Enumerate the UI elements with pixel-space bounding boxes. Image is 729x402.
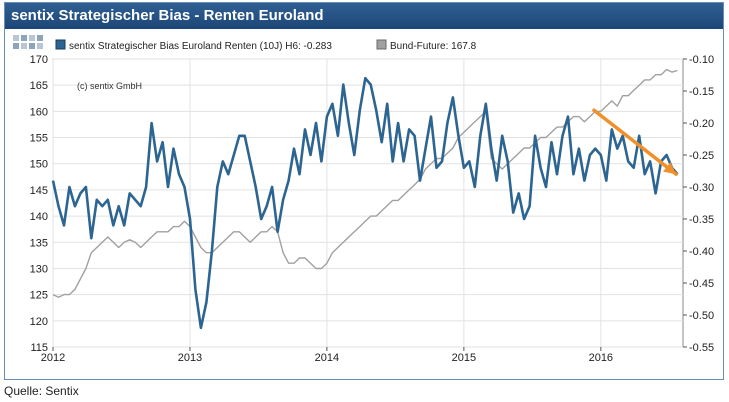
chart-frame: sentix Strategischer Bias - Renten Eurol… [4,2,724,380]
y-left-tick-label: 170 [30,54,48,66]
y-right-tick-label: -0.25 [689,150,714,162]
y-left-tick-label: 130 [30,263,48,275]
y-right-tick-label: -0.45 [689,278,714,290]
legend-label-bund: Bund-Future: 167.8 [390,41,477,52]
x-tick-label: 2014 [315,352,339,364]
sentix-logo [13,35,43,49]
x-tick-label: 2015 [452,352,476,364]
legend: sentix Strategischer Bias Euroland Rente… [55,39,477,52]
legend-label-bias: sentix Strategischer Bias Euroland Rente… [69,41,332,52]
copyright-note: (c) sentix GmbH [77,81,142,91]
y-right-tick-label: -0.30 [689,182,714,194]
chart-svg: sentix Strategischer Bias Euroland Rente… [13,35,714,364]
y-left-tick-label: 155 [30,133,48,145]
y-left-tick-label: 125 [30,290,48,302]
y-right-tick-label: -0.55 [689,342,714,354]
series-line-bias [51,76,679,330]
series-line-bund [52,68,678,298]
x-tick-label: 2013 [178,352,202,364]
y-left-tick-label: 150 [30,159,48,171]
y-right-tick-label: -0.50 [689,310,714,322]
y-right-tick-label: -0.10 [689,54,714,66]
plot-background [52,58,684,348]
x-tick-label: 2012 [41,352,65,364]
y-left-tick-label: 120 [30,316,48,328]
y-left-tick-label: 135 [30,237,48,249]
y-left-tick-label: 140 [30,211,48,223]
legend-swatch-bias [55,39,66,50]
legend-swatch-bund [376,39,387,50]
y-right-tick-label: -0.40 [689,246,714,258]
x-tick-label: 2016 [589,352,613,364]
chart-title: sentix Strategischer Bias - Renten Eurol… [5,3,723,29]
y-left-tick-label: 145 [30,185,48,197]
y-right-tick-label: -0.15 [689,86,714,98]
source-note: Quelle: Sentix [4,384,79,398]
plot-area: 115 120 125 130 135 140 145 150 155 160 165 170 -0.5… [30,54,714,364]
y-left-tick-label: 165 [30,80,48,92]
y-left-tick-label: 115 [30,342,48,354]
trend-arrow-head [663,162,677,175]
y-right-tick-label: -0.20 [689,118,714,130]
y-left-tick-label: 160 [30,106,48,118]
y-right-tick-label: -0.35 [689,214,714,226]
trend-arrow-line [592,108,678,176]
